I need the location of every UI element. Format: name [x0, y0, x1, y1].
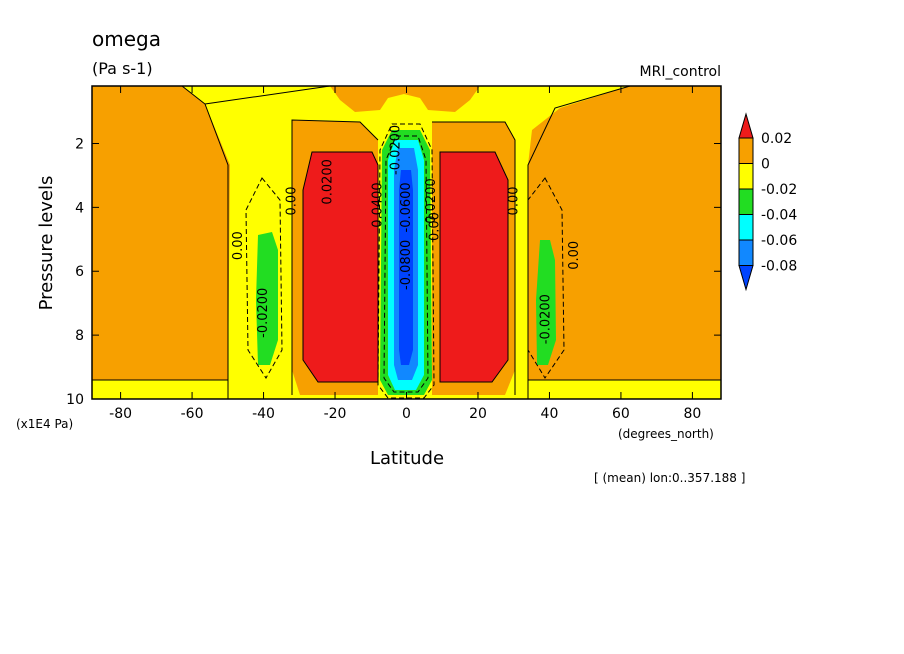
x-tick-label: -20 — [324, 406, 347, 422]
colorbar-label: -0.06 — [761, 233, 797, 249]
colorbar-label: 0.02 — [761, 131, 792, 147]
footnote: [ (mean) lon:0..357.188 ] — [594, 471, 745, 485]
colorbar-swatch — [738, 239, 754, 266]
x-axis-unit: (degrees_north) — [618, 427, 714, 441]
colorbar-swatch — [738, 163, 754, 190]
chart-title: omega — [92, 27, 161, 51]
colorbar-swatch — [738, 214, 754, 241]
y-tick-label: 6 — [75, 264, 84, 280]
chart-units: (Pa s-1) — [92, 59, 153, 78]
x-tick-label: 20 — [469, 406, 487, 422]
field-equator-core — [399, 170, 413, 365]
y-axis-ticks: 2 4 6 8 10 — [66, 136, 721, 408]
contour-label: 0.00 — [567, 241, 582, 270]
colorbar-swatch — [738, 137, 754, 164]
x-tick-label: 60 — [612, 406, 630, 422]
contour-label: -0.0600 — [399, 182, 414, 232]
y-axis-unit: (x1E4 Pa) — [16, 417, 73, 431]
field-negative-south-lobe — [256, 232, 278, 365]
x-tick-label: -60 — [181, 406, 204, 422]
contour-label: 0.0200 — [320, 159, 335, 205]
field-positive-strong-north — [440, 152, 508, 382]
contour-lines-dashed — [245, 123, 565, 399]
contour-label: 0.0200 — [424, 178, 439, 224]
contour-label: 0.00 — [231, 231, 246, 260]
colorbar-swatch — [738, 188, 754, 215]
colorbar-swatch — [738, 112, 754, 139]
field-positive-strong-south — [303, 152, 378, 382]
field-negative-north-lobe — [536, 240, 556, 365]
y-tick-label: 10 — [66, 392, 84, 408]
contour-label: -0.0400 — [370, 182, 385, 232]
colorbar-label: -0.04 — [761, 208, 797, 224]
x-axis-label: Latitude — [370, 448, 444, 469]
colorbar-label: -0.08 — [761, 259, 797, 275]
contour-field — [92, 86, 721, 399]
x-tick-label: 40 — [541, 406, 559, 422]
contour-label: -0.0200 — [256, 288, 271, 338]
x-tick-label: 80 — [683, 406, 701, 422]
colorbar-label: -0.02 — [761, 182, 797, 198]
y-tick-label: 2 — [75, 136, 84, 152]
y-tick-label: 4 — [75, 200, 84, 216]
y-tick-label: 8 — [75, 328, 84, 344]
contour-label: 0.00 — [285, 187, 300, 216]
x-tick-label: -40 — [252, 406, 275, 422]
contour-label: -0.0200 — [538, 294, 553, 344]
contour-label: 0.00 — [428, 212, 443, 241]
contour-label: -0.0800 — [399, 240, 414, 290]
x-tick-label: -80 — [109, 406, 132, 422]
y-axis-label: Pressure levels — [36, 176, 57, 311]
x-tick-label: 0 — [402, 406, 411, 422]
contour-lines-solid — [92, 86, 721, 399]
contour-label: -0.0200 — [388, 125, 403, 175]
colorbar-swatch — [738, 265, 754, 292]
colorbar: 0.02 0 -0.02 -0.04 -0.06 -0.08 — [738, 112, 797, 292]
run-label: MRI_control — [640, 64, 721, 80]
colorbar-label: 0 — [761, 157, 770, 173]
x-axis-ticks: -80 -60 -40 -20 0 20 40 60 80 — [109, 86, 701, 422]
contour-label: 0.00 — [506, 187, 521, 216]
